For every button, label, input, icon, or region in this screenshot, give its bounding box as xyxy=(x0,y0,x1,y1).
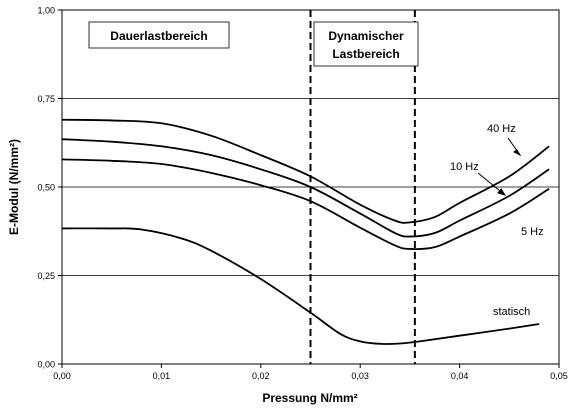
region-label-dynamisch-line2: Lastbereich xyxy=(332,47,399,61)
arrow-40hz xyxy=(507,137,522,157)
series-line-statisch xyxy=(61,227,540,345)
x-tick-label-3: 0,03 xyxy=(351,371,369,381)
x-tick-label-0: 0,00 xyxy=(53,371,71,381)
y-axis-label: E-Modul (N/mm²) xyxy=(7,139,21,235)
y-axis-ticks: 0,00 0,25 0,50 0,75 1,00 xyxy=(37,6,62,370)
x-axis-ticks: 0,00 0,01 0,02 0,03 0,04 0,05 xyxy=(53,364,568,381)
x-tick-label-2: 0,02 xyxy=(252,371,270,381)
y-tick-label-0: 0,00 xyxy=(37,360,55,370)
series-label-40hz: 40 Hz xyxy=(487,123,516,135)
y-tick-label-2: 0,50 xyxy=(37,183,55,193)
x-tick-label-4: 0,04 xyxy=(451,371,469,381)
region-label-dynamisch-line1: Dynamischer xyxy=(328,29,404,43)
series-label-statisch: statisch xyxy=(493,306,530,318)
series-line-40-hz xyxy=(61,118,550,224)
region-label-dynamisch: Dynamischer Lastbereich xyxy=(313,21,419,67)
region-label-dauerlast-text: Dauerlastbereich xyxy=(110,29,207,43)
x-axis-label: Pressung N/mm² xyxy=(262,391,357,405)
series-lines xyxy=(61,118,550,345)
series-label-10hz: 10 Hz xyxy=(450,161,479,173)
arrow-10hz xyxy=(477,172,507,196)
x-tick-label-5: 0,05 xyxy=(550,371,568,381)
series-label-5hz: 5 Hz xyxy=(521,226,544,238)
x-tick-label-1: 0,01 xyxy=(153,371,171,381)
y-tick-label-4: 1,00 xyxy=(37,6,55,16)
y-tick-label-1: 0,25 xyxy=(37,271,55,281)
series-line-10-hz xyxy=(61,138,550,238)
y-tick-label-3: 0,75 xyxy=(37,94,55,104)
series-line-5-hz xyxy=(61,158,550,250)
region-label-dauerlast: Dauerlastbereich xyxy=(88,21,230,49)
